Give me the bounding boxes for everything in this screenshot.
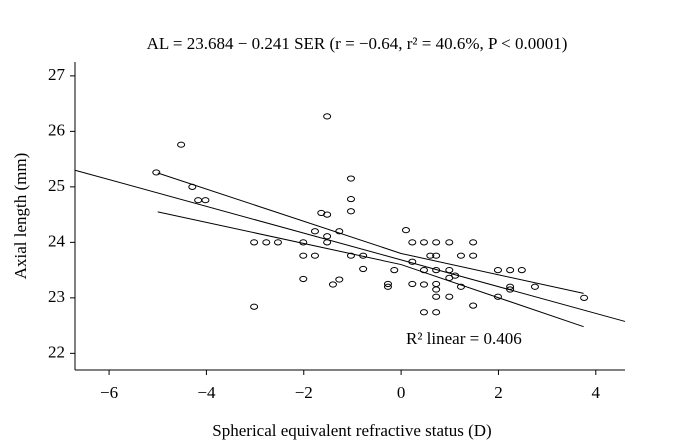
point bbox=[469, 239, 478, 246]
fit-line bbox=[157, 211, 584, 328]
x-tick-label: −4 bbox=[197, 383, 216, 402]
x-tick-label: −2 bbox=[295, 383, 313, 402]
point bbox=[432, 309, 441, 316]
point bbox=[335, 276, 344, 283]
y-tick-label: 23 bbox=[48, 287, 65, 306]
point bbox=[310, 228, 319, 235]
point bbox=[390, 267, 399, 274]
point bbox=[419, 239, 428, 246]
point bbox=[346, 252, 355, 259]
x-tick-label: 4 bbox=[592, 383, 601, 402]
point bbox=[359, 252, 368, 259]
y-tick-label: 25 bbox=[48, 176, 65, 195]
point bbox=[328, 281, 337, 288]
point bbox=[273, 239, 282, 246]
point bbox=[250, 303, 259, 310]
point bbox=[445, 267, 454, 274]
fit-line bbox=[157, 172, 584, 294]
point bbox=[469, 302, 478, 309]
point bbox=[530, 283, 539, 290]
x-tick-label: 0 bbox=[397, 383, 406, 402]
point bbox=[432, 293, 441, 300]
annotation: R² linear = 0.406 bbox=[406, 329, 522, 348]
point bbox=[299, 252, 308, 259]
y-tick-label: 22 bbox=[48, 342, 65, 361]
point bbox=[346, 208, 355, 215]
point bbox=[359, 265, 368, 273]
point bbox=[383, 280, 392, 288]
point bbox=[445, 239, 454, 246]
point bbox=[408, 280, 417, 288]
chart-title: AL = 23.684 − 0.241 SER (r = −0.64, r² =… bbox=[147, 34, 568, 53]
point bbox=[323, 113, 332, 120]
point bbox=[445, 293, 454, 300]
point bbox=[323, 239, 332, 246]
point bbox=[262, 239, 271, 246]
point bbox=[506, 286, 515, 293]
point bbox=[432, 280, 441, 288]
point bbox=[456, 252, 465, 259]
y-tick-label: 27 bbox=[48, 65, 66, 84]
point bbox=[401, 227, 410, 234]
point bbox=[456, 283, 465, 290]
point bbox=[177, 141, 186, 148]
point bbox=[346, 195, 355, 203]
point bbox=[506, 267, 515, 274]
y-axis-label: Axial length (mm) bbox=[11, 153, 30, 280]
point bbox=[432, 239, 441, 246]
point bbox=[432, 252, 441, 259]
point bbox=[250, 239, 259, 246]
x-axis-label: Spherical equivalent refractive status (… bbox=[212, 421, 491, 440]
x-tick-label: 2 bbox=[494, 383, 503, 402]
point bbox=[426, 252, 435, 259]
point bbox=[408, 239, 417, 246]
point bbox=[323, 233, 332, 240]
point bbox=[323, 211, 332, 218]
point bbox=[517, 267, 526, 274]
y-tick-label: 24 bbox=[48, 231, 66, 250]
point bbox=[335, 228, 344, 235]
point bbox=[419, 267, 428, 274]
point bbox=[432, 267, 441, 274]
x-tick-label: −6 bbox=[100, 383, 118, 402]
point bbox=[299, 275, 308, 283]
point bbox=[419, 281, 428, 288]
point bbox=[188, 183, 197, 190]
point bbox=[451, 272, 460, 279]
point bbox=[469, 252, 478, 259]
point bbox=[506, 283, 515, 290]
point bbox=[493, 293, 502, 300]
point bbox=[346, 175, 355, 182]
point bbox=[493, 267, 502, 274]
point bbox=[194, 197, 203, 204]
point bbox=[310, 252, 319, 259]
point bbox=[383, 283, 392, 290]
point bbox=[201, 197, 210, 204]
point bbox=[432, 286, 441, 293]
point bbox=[408, 258, 417, 265]
point bbox=[299, 239, 308, 246]
point bbox=[152, 169, 161, 176]
point bbox=[580, 294, 589, 301]
y-tick-label: 26 bbox=[48, 120, 65, 139]
fit-line bbox=[74, 169, 626, 322]
point bbox=[419, 309, 428, 316]
